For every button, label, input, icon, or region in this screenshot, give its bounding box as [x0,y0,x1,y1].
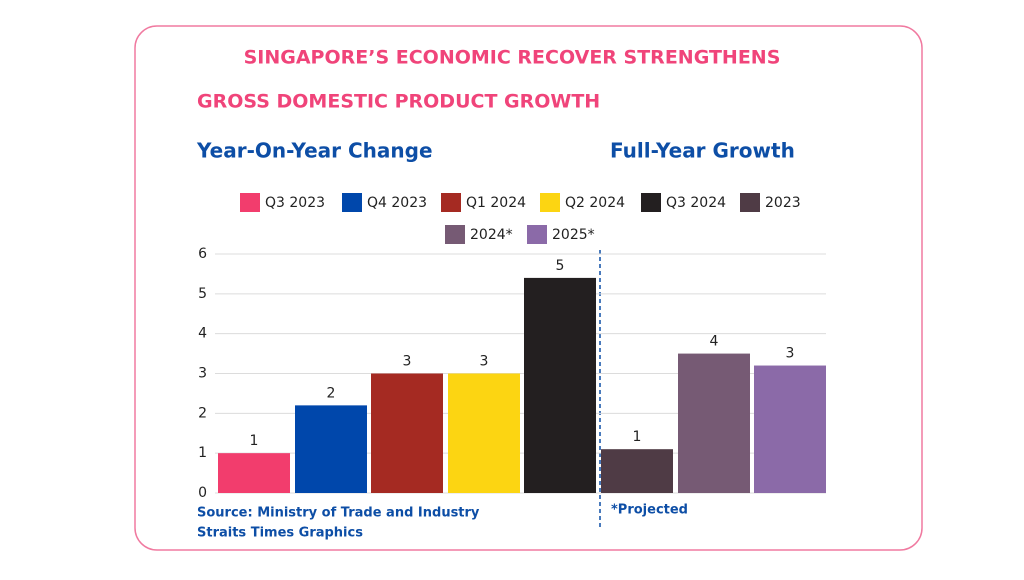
value-label: 3 [786,346,795,362]
legend-swatch [445,225,465,244]
legend-swatch [540,193,560,212]
legend-swatch [641,193,661,212]
chart-title: SINGAPORE’S ECONOMIC RECOVER STRENGTHENS [244,47,781,69]
bar [601,449,673,493]
bar [218,453,290,493]
legend-swatch [342,193,362,212]
value-label: 1 [633,429,642,445]
value-label: 1 [250,433,259,449]
y-tick-label: 2 [198,405,207,421]
legend-label: Q2 2024 [565,195,625,211]
y-tick-label: 0 [198,485,207,501]
value-label: 4 [710,334,719,350]
footnote: *Projected [611,503,688,518]
chart-subtitle: GROSS DOMESTIC PRODUCT GROWTH [197,91,600,113]
value-label: 2 [327,385,336,401]
bar [754,365,826,493]
legend-swatch [740,193,760,212]
source: Straits Times Graphics [197,526,363,541]
legend-swatch [240,193,260,212]
bar [678,353,750,493]
legend-label: Q4 2023 [367,195,427,211]
y-tick-label: 1 [198,445,207,461]
bar [371,373,443,493]
y-tick-label: 5 [198,286,207,302]
y-tick-label: 6 [198,246,207,262]
legend-swatch [527,225,547,244]
legend-label: Q1 2024 [466,195,526,211]
legend-label: Q3 2024 [666,195,726,211]
bar [524,277,596,493]
bar [448,373,520,493]
legend-label: 2025* [552,227,595,243]
legend-label: 2024* [470,227,513,243]
legend-swatch [441,193,461,212]
panel-title: Full-Year Growth [610,139,795,163]
panel-title: Year-On-Year Change [196,139,433,163]
legend-label: 2023 [765,195,801,211]
y-tick-label: 4 [198,326,207,342]
value-label: 3 [480,354,489,370]
bar [295,405,367,493]
source: Source: Ministry of Trade and Industry [197,506,480,521]
value-label: 5 [556,258,565,274]
legend-label: Q3 2023 [265,195,325,211]
value-label: 3 [403,354,412,370]
y-tick-label: 3 [198,366,207,382]
